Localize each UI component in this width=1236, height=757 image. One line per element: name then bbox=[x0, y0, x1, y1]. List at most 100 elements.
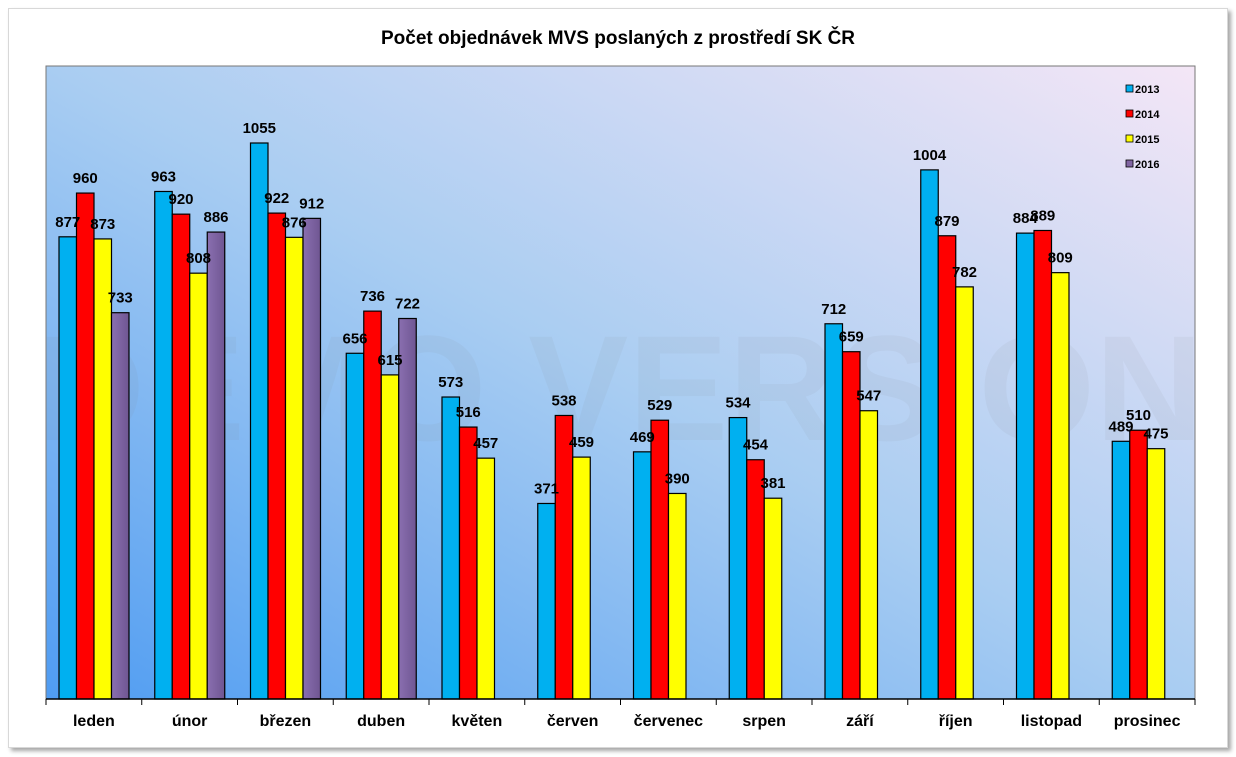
bar-2016-březen bbox=[302, 217, 322, 700]
legend-swatch-2014 bbox=[1125, 109, 1134, 118]
data-label-2015-březen: 876 bbox=[282, 214, 307, 231]
x-tick-label-leden: leden bbox=[73, 713, 115, 730]
data-label-2013-březen: 1055 bbox=[243, 120, 276, 137]
legend-swatch-2015 bbox=[1125, 134, 1134, 143]
data-label-2015-říjen: 782 bbox=[952, 264, 977, 281]
data-label-2013-duben: 656 bbox=[342, 330, 367, 347]
bar-2014-říjen bbox=[937, 235, 957, 700]
bar-2014-květen bbox=[458, 426, 478, 700]
data-label-2013-září: 712 bbox=[821, 301, 846, 318]
chart-title: Počet objednávek MVS poslaných z prostře… bbox=[380, 28, 856, 49]
bar-2013-únor bbox=[154, 190, 173, 700]
data-label-2013-listopad: 884 bbox=[1013, 210, 1039, 227]
x-tick-label-únor: únor bbox=[172, 713, 208, 730]
x-tick-label-duben: duben bbox=[357, 713, 405, 730]
data-label-2013-říjen: 1004 bbox=[913, 147, 947, 164]
data-label-2015-listopad: 809 bbox=[1048, 250, 1073, 267]
bar-2015-červenec bbox=[667, 492, 687, 700]
bar-2015-prosinec bbox=[1146, 448, 1166, 700]
legend-swatch-2013 bbox=[1125, 84, 1134, 93]
bar-2013-září bbox=[824, 323, 844, 700]
data-label-2015-červenec: 390 bbox=[665, 470, 690, 487]
x-tick-label-červen: červen bbox=[547, 713, 599, 730]
bar-2013-leden bbox=[58, 236, 78, 700]
bar-2013-srpen bbox=[728, 416, 748, 700]
x-tick-label-říjen: říjen bbox=[939, 713, 973, 730]
bar-2014-červen bbox=[554, 414, 574, 700]
data-label-2015-duben: 615 bbox=[377, 352, 402, 369]
data-label-2014-únor: 920 bbox=[168, 191, 193, 208]
x-tick-label-prosinec: prosinec bbox=[1114, 713, 1181, 730]
x-tick-label-listopad: listopad bbox=[1021, 713, 1082, 730]
bar-2014-leden bbox=[75, 192, 95, 700]
bar-2015-říjen bbox=[955, 286, 974, 700]
data-label-2015-září: 547 bbox=[856, 388, 881, 405]
legend-label-2014: 2014 bbox=[1135, 109, 1160, 121]
data-label-2014-prosinec: 510 bbox=[1126, 407, 1151, 424]
bar-2013-duben bbox=[345, 352, 365, 700]
data-label-2014-srpen: 454 bbox=[743, 437, 769, 454]
data-label-2014-červenec: 529 bbox=[647, 397, 672, 414]
data-label-2015-květen: 457 bbox=[473, 435, 498, 452]
bar-2013-červen bbox=[537, 502, 556, 700]
data-label-2013-srpen: 534 bbox=[725, 395, 751, 412]
bar-2013-červenec bbox=[632, 451, 652, 700]
data-label-2013-leden: 877 bbox=[55, 214, 80, 231]
watermark: DEMO VERSION bbox=[37, 304, 1204, 472]
data-label-2014-duben: 736 bbox=[360, 288, 385, 305]
x-tick-label-květen: květen bbox=[452, 713, 503, 730]
bar-2016-leden bbox=[110, 312, 130, 700]
bar-2015-únor bbox=[189, 272, 208, 700]
x-tick-label-srpen: srpen bbox=[742, 713, 786, 730]
bar-2014-únor bbox=[171, 213, 191, 700]
data-label-2013-květen: 573 bbox=[438, 374, 463, 391]
bar-2014-listopad bbox=[1033, 229, 1053, 700]
bar-2013-květen bbox=[441, 396, 461, 700]
data-label-2014-leden: 960 bbox=[73, 170, 98, 187]
bar-2013-prosinec bbox=[1111, 440, 1131, 700]
data-label-2013-únor: 963 bbox=[151, 168, 176, 185]
data-label-2016-leden: 733 bbox=[108, 290, 133, 307]
bar-2014-březen bbox=[267, 212, 287, 700]
x-tick-label-březen: březen bbox=[260, 713, 312, 730]
bar-2014-červenec bbox=[650, 419, 670, 700]
legend-label-2013: 2013 bbox=[1135, 84, 1159, 96]
bar-2014-srpen bbox=[746, 459, 765, 700]
bar-2013-říjen bbox=[920, 169, 939, 700]
bar-2015-červen bbox=[572, 456, 591, 700]
data-label-2015-červen: 459 bbox=[569, 434, 594, 451]
bar-2015-září bbox=[859, 410, 879, 700]
data-label-2014-květen: 516 bbox=[456, 404, 481, 421]
plot-area bbox=[45, 65, 1196, 700]
data-label-2015-únor: 808 bbox=[186, 250, 211, 267]
bar-2015-srpen bbox=[763, 497, 783, 700]
data-label-2014-červen: 538 bbox=[551, 392, 576, 409]
data-label-2014-březen: 922 bbox=[264, 190, 289, 207]
bar-2016-únor bbox=[206, 231, 226, 700]
legend-swatch-2016 bbox=[1125, 159, 1134, 168]
bar-2013-listopad bbox=[1015, 232, 1035, 700]
bar-2014-prosinec bbox=[1129, 429, 1148, 700]
bar-2015-květen bbox=[476, 457, 496, 700]
bar-2013-březen bbox=[249, 142, 269, 700]
bar-2015-březen bbox=[284, 236, 304, 700]
data-label-2014-listopad: 889 bbox=[1030, 207, 1055, 224]
x-tick-label-červenec: červenec bbox=[634, 713, 703, 730]
legend-label-2015: 2015 bbox=[1135, 134, 1159, 146]
data-label-2013-červenec: 469 bbox=[630, 429, 655, 446]
bar-2015-listopad bbox=[1050, 272, 1070, 700]
data-label-2015-srpen: 381 bbox=[760, 475, 785, 492]
data-label-2014-říjen: 879 bbox=[934, 213, 959, 230]
data-label-2016-únor: 886 bbox=[203, 209, 228, 226]
data-label-2015-prosinec: 475 bbox=[1143, 426, 1168, 443]
data-label-2016-duben: 722 bbox=[395, 295, 420, 312]
bar-2015-duben bbox=[380, 374, 400, 700]
x-tick-label-září: září bbox=[846, 713, 874, 730]
legend-label-2016: 2016 bbox=[1135, 159, 1159, 171]
bar-2014-duben bbox=[363, 310, 382, 700]
data-label-2014-září: 659 bbox=[839, 329, 864, 346]
data-label-2013-prosinec: 489 bbox=[1108, 418, 1133, 435]
bar-2015-leden bbox=[93, 238, 113, 700]
data-label-2013-červen: 371 bbox=[534, 480, 559, 497]
